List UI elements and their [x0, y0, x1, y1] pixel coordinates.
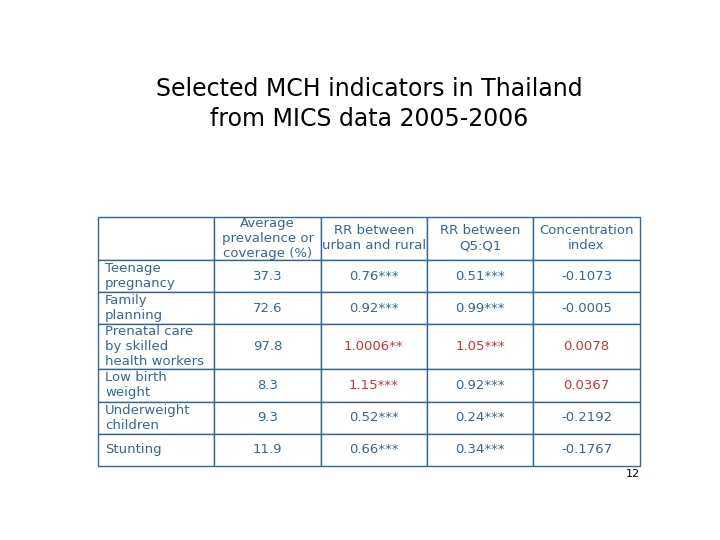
Text: 11.9: 11.9 [253, 443, 282, 456]
Text: Prenatal care
by skilled
health workers: Prenatal care by skilled health workers [105, 326, 204, 368]
Text: Concentration
index: Concentration index [539, 224, 634, 252]
Text: Average
prevalence or
coverage (%): Average prevalence or coverage (%) [222, 217, 313, 260]
Bar [427, 260, 534, 292]
Text: 1.05***: 1.05*** [455, 340, 505, 353]
Text: 0.66***: 0.66*** [349, 443, 399, 456]
Text: 0.76***: 0.76*** [349, 269, 399, 282]
Text: 72.6: 72.6 [253, 302, 282, 315]
Text: RR between
urban and rural: RR between urban and rural [322, 224, 426, 252]
Bar [99, 260, 215, 292]
Bar [320, 434, 427, 466]
Bar [427, 434, 534, 466]
Text: 0.92***: 0.92*** [349, 302, 399, 315]
Bar [99, 325, 215, 369]
Bar [215, 292, 320, 325]
Text: Underweight
children: Underweight children [105, 404, 191, 431]
Bar [427, 292, 534, 325]
Bar [215, 217, 320, 260]
Bar [215, 369, 320, 402]
Text: 37.3: 37.3 [253, 269, 282, 282]
Bar [215, 402, 320, 434]
Bar [534, 217, 639, 260]
Bar [427, 325, 534, 369]
Bar [320, 260, 427, 292]
Text: Family
planning: Family planning [105, 294, 163, 322]
Text: 0.34***: 0.34*** [455, 443, 505, 456]
Bar [99, 292, 215, 325]
Text: 1.15***: 1.15*** [349, 379, 399, 392]
Bar [427, 369, 534, 402]
Text: Stunting: Stunting [105, 443, 162, 456]
Bar [320, 402, 427, 434]
Bar [427, 217, 534, 260]
Text: Teenage
pregnancy: Teenage pregnancy [105, 262, 176, 290]
Bar [320, 292, 427, 325]
Bar [320, 325, 427, 369]
Bar [534, 325, 639, 369]
Text: 9.3: 9.3 [257, 411, 278, 424]
Text: 97.8: 97.8 [253, 340, 282, 353]
Bar [215, 325, 320, 369]
Text: 0.0367: 0.0367 [563, 379, 610, 392]
Text: 0.92***: 0.92*** [455, 379, 505, 392]
Text: RR between
Q5:Q1: RR between Q5:Q1 [440, 224, 521, 252]
Text: -0.1073: -0.1073 [561, 269, 612, 282]
Bar [534, 369, 639, 402]
Text: Selected MCH indicators in Thailand
from MICS data 2005-2006: Selected MCH indicators in Thailand from… [156, 77, 582, 131]
Text: Low birth
weight: Low birth weight [105, 372, 167, 400]
Text: 0.51***: 0.51*** [455, 269, 505, 282]
Text: 8.3: 8.3 [257, 379, 278, 392]
Bar [320, 369, 427, 402]
Text: 0.52***: 0.52*** [349, 411, 399, 424]
Bar [320, 217, 427, 260]
Bar [99, 402, 215, 434]
Text: 12: 12 [626, 469, 639, 478]
Text: -0.2192: -0.2192 [561, 411, 612, 424]
Bar [215, 260, 320, 292]
Bar [215, 434, 320, 466]
Text: 1.0006**: 1.0006** [344, 340, 404, 353]
Text: 0.0078: 0.0078 [564, 340, 610, 353]
Text: 0.24***: 0.24*** [455, 411, 505, 424]
Bar [99, 217, 215, 260]
Bar [534, 434, 639, 466]
Bar [534, 292, 639, 325]
Text: 0.99***: 0.99*** [456, 302, 505, 315]
Bar [427, 402, 534, 434]
Text: -0.1767: -0.1767 [561, 443, 612, 456]
Bar [534, 402, 639, 434]
Bar [99, 369, 215, 402]
Bar [99, 434, 215, 466]
Text: -0.0005: -0.0005 [561, 302, 612, 315]
Bar [534, 260, 639, 292]
